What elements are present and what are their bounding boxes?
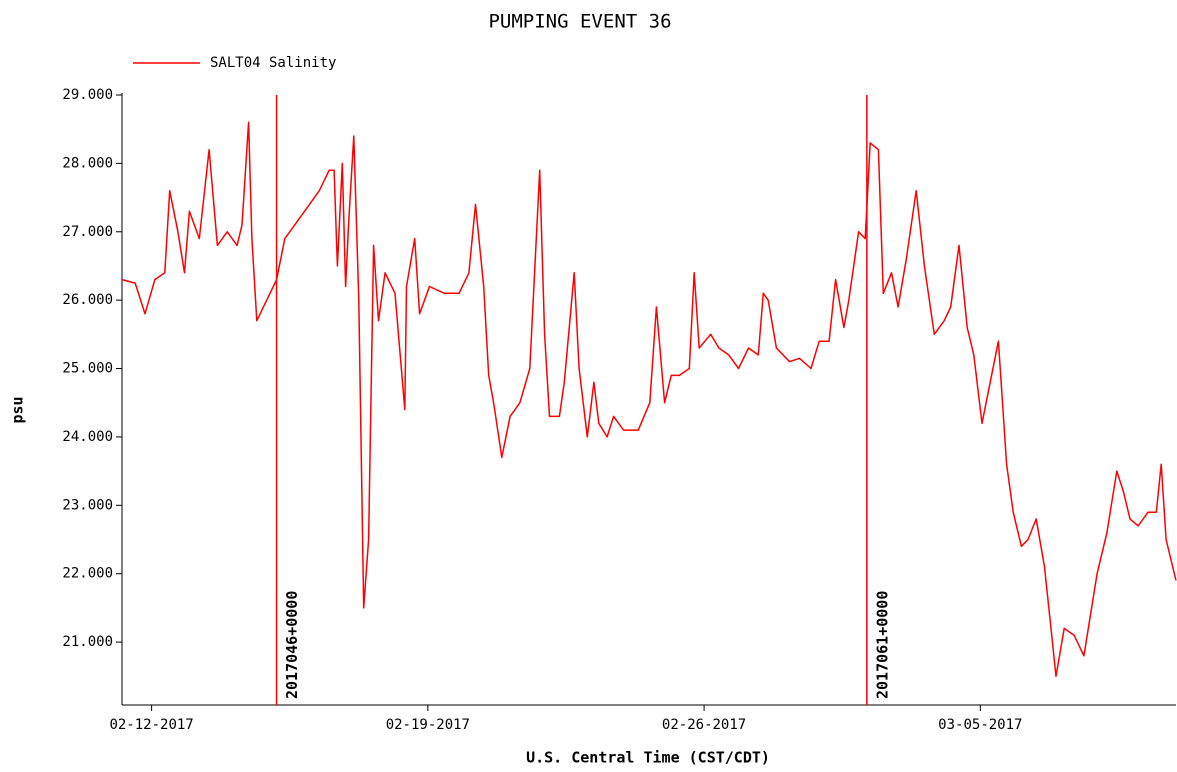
event-label: 2017046+0000 <box>283 591 301 699</box>
y-axis-title: psu <box>9 396 27 423</box>
y-tick-label: 21.000 <box>62 634 113 650</box>
chart-title: PUMPING EVENT 36 <box>488 11 671 33</box>
x-axis-title: U.S. Central Time (CST/CDT) <box>526 749 770 767</box>
x-tick-label: 02-12-2017 <box>109 717 193 733</box>
y-tick-label: 22.000 <box>62 566 113 582</box>
legend-label: SALT04 Salinity <box>210 55 336 71</box>
y-tick-label: 25.000 <box>62 361 113 377</box>
y-tick-label: 23.000 <box>62 497 113 513</box>
y-tick-label: 24.000 <box>62 429 113 445</box>
x-tick-label: 02-26-2017 <box>662 717 746 733</box>
x-tick-label: 03-05-2017 <box>938 717 1022 733</box>
x-tick-label: 02-19-2017 <box>386 717 470 733</box>
y-tick-label: 29.000 <box>62 87 113 103</box>
y-tick-label: 28.000 <box>62 155 113 171</box>
y-tick-label: 26.000 <box>62 292 113 308</box>
data-line <box>121 121 1177 678</box>
event-label: 2017061+0000 <box>873 591 891 699</box>
y-tick-label: 27.000 <box>62 224 113 240</box>
